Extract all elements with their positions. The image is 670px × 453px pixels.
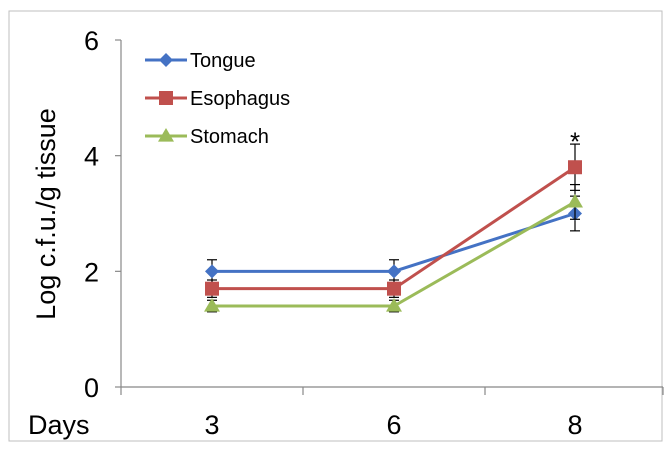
- x-tick-label: 3: [204, 410, 219, 440]
- data-point: [567, 193, 583, 208]
- legend: Tongue Esophagus Stomach: [145, 50, 290, 148]
- labels: 0 2 4 6 3 6 8 Days Log c.f.u./g tissue *: [28, 26, 583, 440]
- legend-label: Stomach: [190, 126, 269, 148]
- data-point: [204, 298, 220, 312]
- y-tick-label: 2: [84, 257, 99, 287]
- y-axis-title: Log c.f.u./g tissue: [31, 108, 61, 320]
- data-point: [568, 160, 582, 175]
- data-point: [386, 298, 402, 312]
- legend-item-tongue: Tongue: [145, 50, 256, 72]
- legend-label: Tongue: [190, 50, 256, 72]
- series-layer: [204, 143, 583, 313]
- y-tick-label: 6: [84, 26, 99, 56]
- series-esophagus: [205, 143, 582, 298]
- data-point: [387, 264, 401, 279]
- data-point: [387, 281, 401, 296]
- y-tick-label: 0: [84, 373, 99, 403]
- legend-item-stomach: Stomach: [145, 126, 269, 148]
- legend-marker: [158, 128, 174, 142]
- series-stomach: [204, 183, 583, 313]
- significance-marker: *: [570, 126, 580, 156]
- legend-item-esophagus: Esophagus: [145, 88, 290, 110]
- x-tick-label: 8: [567, 410, 582, 440]
- x-tick-label: 6: [386, 410, 401, 440]
- data-point: [205, 281, 219, 296]
- legend-label: Esophagus: [190, 88, 290, 110]
- y-tick-label: 4: [84, 142, 99, 172]
- series-tongue: [205, 195, 582, 284]
- axes: [115, 39, 664, 395]
- x-axis-title: Days: [28, 410, 90, 440]
- chart-border: [8, 10, 663, 442]
- data-point: [205, 264, 219, 279]
- legend-marker: [159, 91, 173, 105]
- legend-marker: [159, 53, 173, 67]
